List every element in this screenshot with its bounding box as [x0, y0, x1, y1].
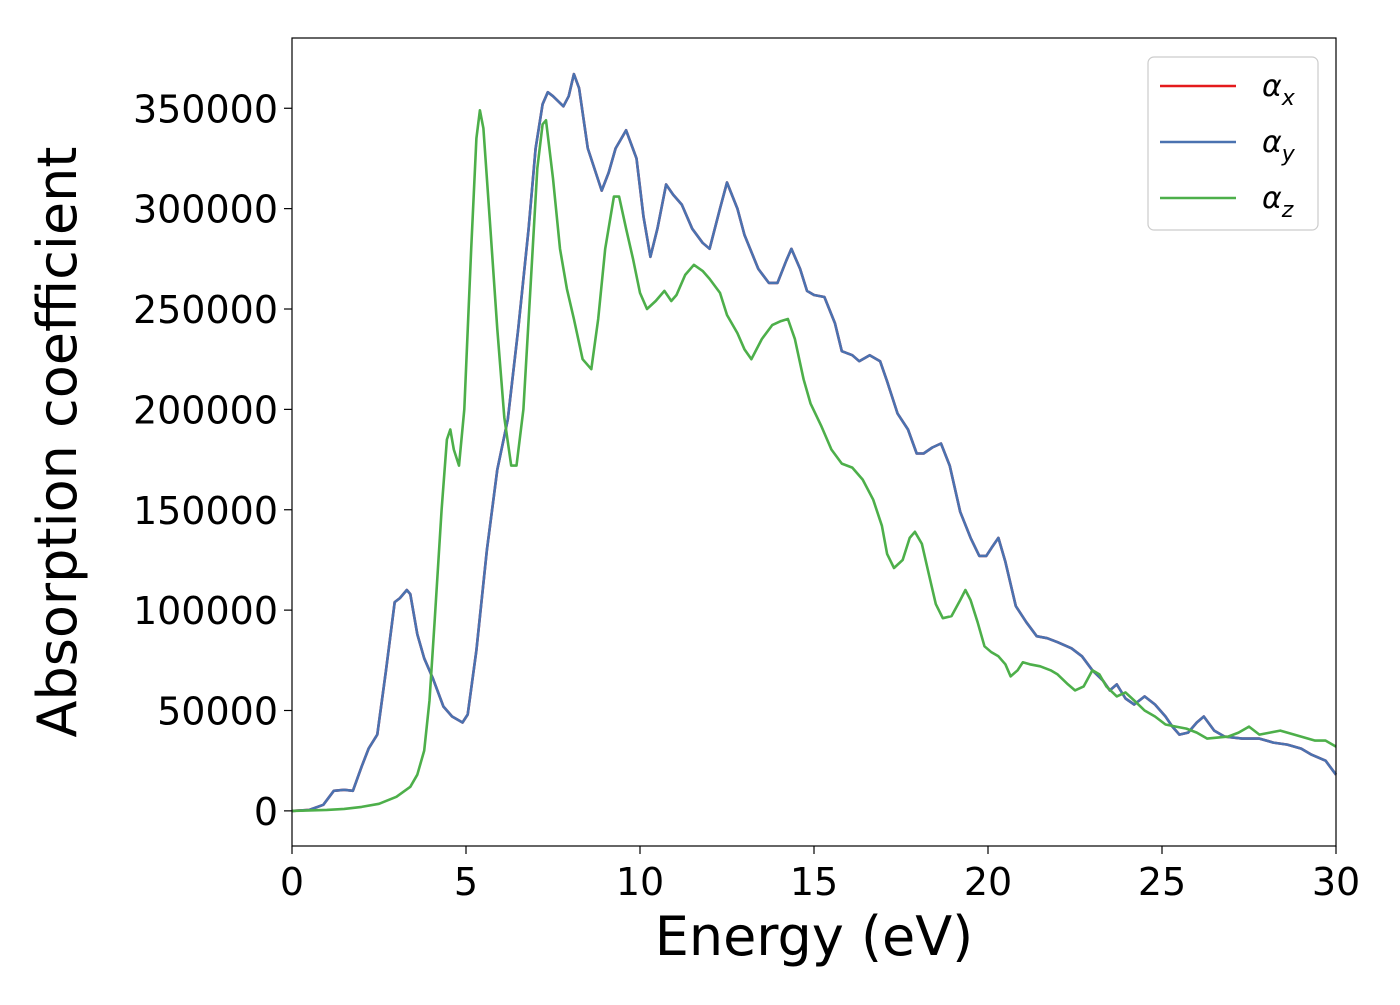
x-axis-title: Energy (eV) — [655, 905, 974, 968]
y-tick-label: 300000 — [133, 188, 278, 232]
y-tick-label: 250000 — [133, 288, 278, 332]
legend-subscript: x — [1281, 86, 1296, 111]
y-axis-title: Absorption coefficient — [26, 147, 89, 738]
series-layer — [291, 72, 1338, 813]
y-tick-label: 50000 — [157, 689, 278, 733]
x-tick-label: 25 — [1138, 860, 1186, 904]
series-line-alpha-z — [291, 109, 1337, 813]
y-tick-label: 150000 — [133, 489, 278, 533]
legend-box — [1147, 56, 1319, 231]
x-tick-label: 0 — [280, 860, 304, 904]
y-tick-label: 350000 — [133, 87, 278, 131]
y-tick-label: 200000 — [133, 388, 278, 432]
x-tick-label: 20 — [964, 860, 1012, 904]
x-axis: 0 5 10 15 20 25 30 — [280, 846, 1360, 904]
x-tick-label: 30 — [1312, 860, 1360, 904]
series-line-alpha-y — [291, 72, 1338, 813]
x-tick-label: 5 — [454, 860, 478, 904]
y-tick-label: 0 — [254, 790, 278, 834]
x-tick-label: 10 — [616, 860, 664, 904]
x-tick-label: 15 — [790, 860, 838, 904]
legend-subscript: z — [1281, 198, 1294, 223]
y-tick-label: 100000 — [133, 589, 278, 633]
y-axis: 0 50000 100000 150000 200000 250000 300000 3500… — [133, 87, 292, 834]
legend-subscript: y — [1281, 142, 1296, 167]
